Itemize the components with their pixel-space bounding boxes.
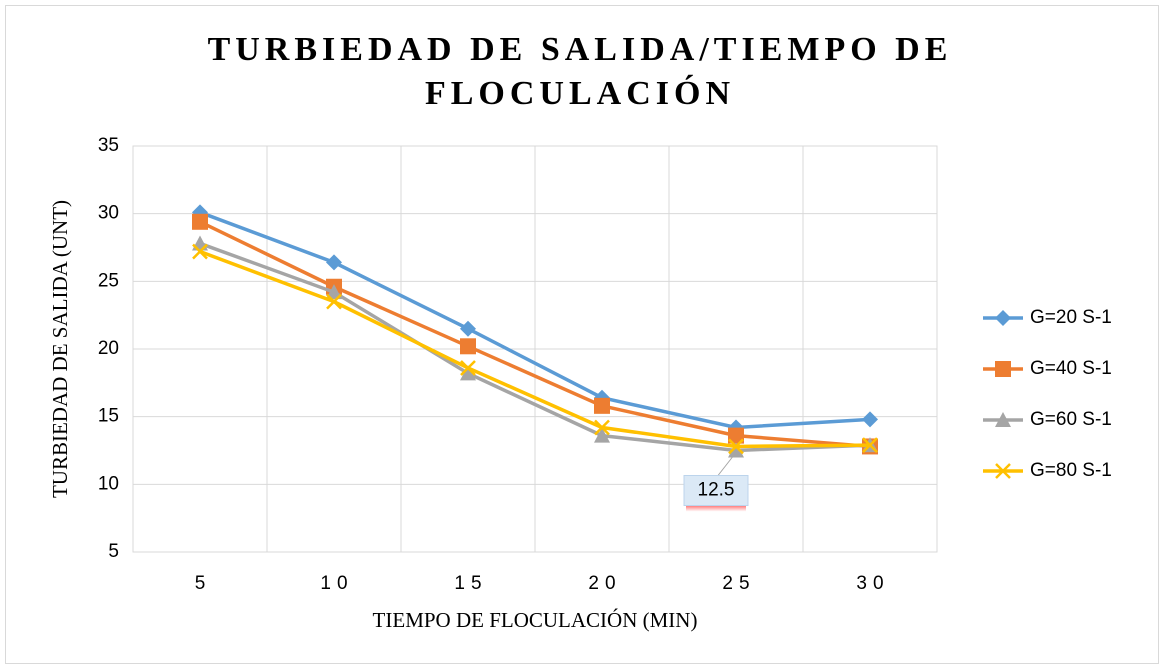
x-tick-label: 5 [195,573,212,594]
x-tick-label: 20 [588,573,621,594]
x-axis-label: TIEMPO DE FLOCULACIÓN (MIN) [373,608,698,632]
x-tick-label: 25 [722,573,755,594]
chart-border [5,5,1159,664]
marker [728,442,744,458]
y-tick-label: 35 [98,135,119,156]
marker [326,254,342,271]
legend-label: G=60 S-1 [1030,409,1112,430]
y-axis-label: TURBIEDAD DE SALIDA (UNT) [48,200,72,498]
series-line [199,220,871,449]
marker [192,213,208,230]
marker [326,293,342,310]
plot-border [132,145,938,553]
marker [460,320,476,337]
legend-label: G=40 S-1 [1030,358,1112,379]
marker [460,365,476,381]
y-tick-label: 5 [108,541,119,562]
x-tick-label: 15 [454,573,487,594]
leader-line [717,452,737,476]
marker [995,310,1011,326]
marker [862,437,878,453]
marker [594,397,610,414]
series-line [199,241,871,453]
marker [192,243,208,260]
marker [728,427,744,444]
marker [995,361,1011,377]
marker [460,338,476,355]
data-label-box [683,475,749,506]
y-tick-label: 10 [98,473,119,494]
marker [862,411,878,428]
legend-label: G=80 S-1 [1030,460,1112,481]
marker [995,463,1011,479]
y-tick-label: 20 [98,338,119,359]
legend-label: G=20 S-1 [1030,307,1112,328]
data-label: 12.5 [698,480,735,501]
marker [594,419,610,436]
marker [460,360,476,376]
x-tick-label: 30 [856,573,889,594]
chart-title: TURBIEDAD DE SALIDA/TIEMPO DE FLOCULACIÓ… [207,31,953,112]
series-line [199,210,871,430]
y-tick-label: 25 [98,270,119,291]
marker [326,284,342,300]
marker [995,412,1011,427]
x-tick-label: 10 [320,573,353,594]
series-line [199,249,871,449]
marker [594,427,610,443]
y-tick-label: 30 [98,203,119,224]
marker [728,438,744,455]
y-tick-label: 15 [98,406,119,427]
